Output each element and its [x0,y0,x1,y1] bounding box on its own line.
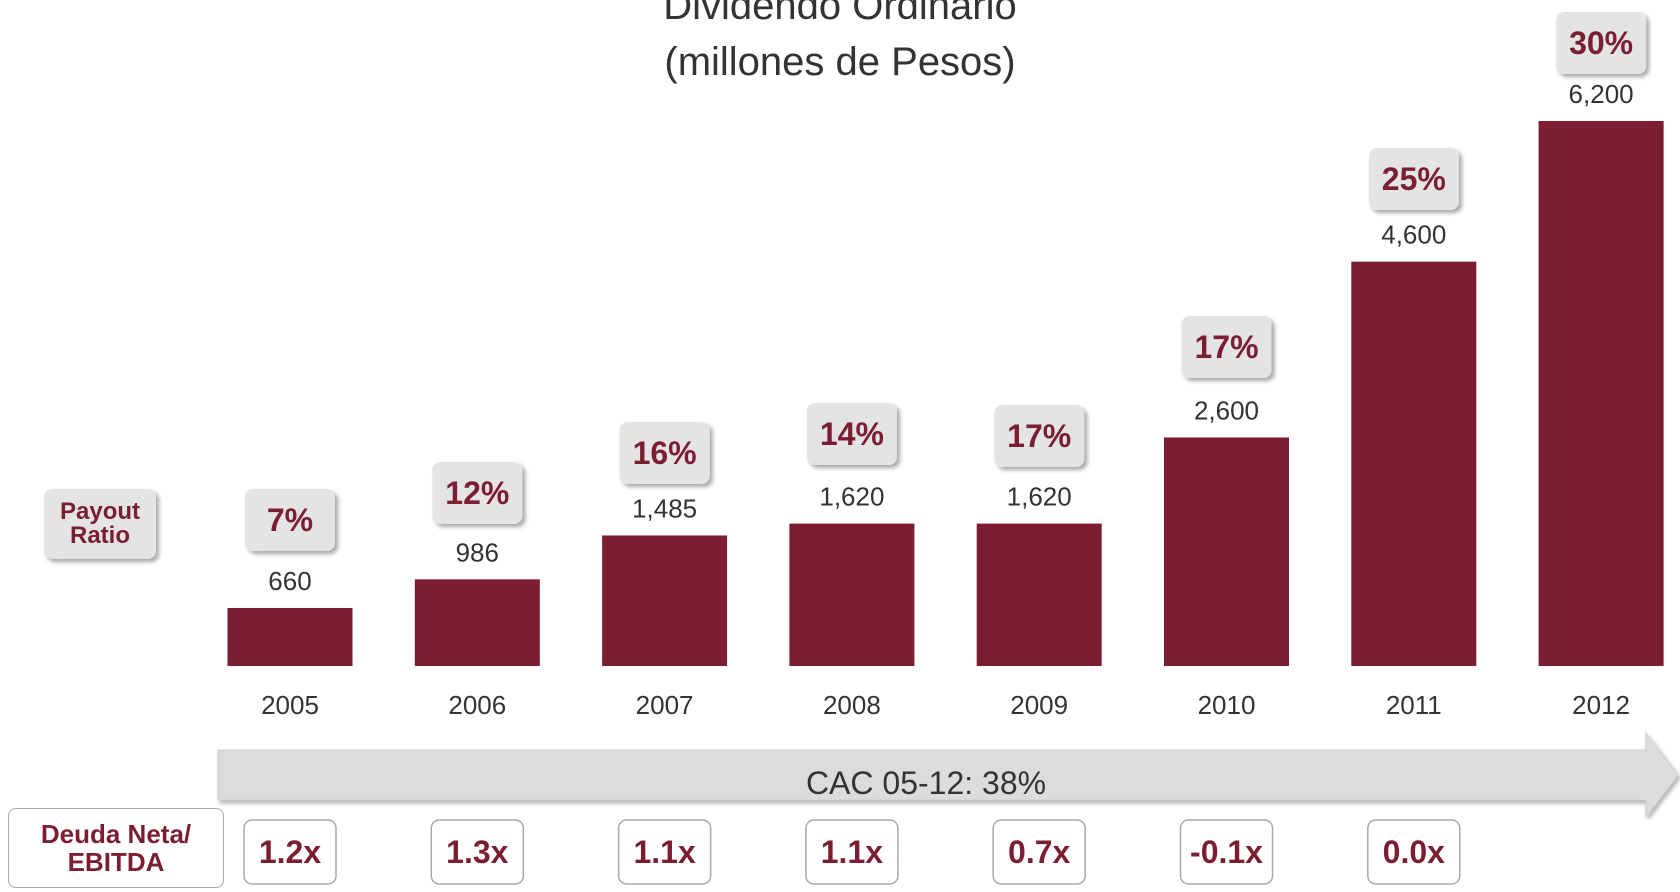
deuda-box-2005 [243,819,337,885]
value-label-2012: 6,200 [1569,79,1634,109]
payout-value-2005: 7% [267,502,313,538]
bar-2007 [602,535,728,666]
deuda-value-2009: 0.7x [1008,834,1070,870]
x-tick-label-2012: 2012 [1572,690,1630,720]
x-tick-label-2008: 2008 [823,690,881,720]
chart-title-line-2: (millones de Pesos) [664,40,1016,84]
payout-box-2006 [432,462,523,524]
bar-2008 [789,523,915,666]
payout-box-2007 [619,422,710,484]
bar-2010 [1164,437,1289,666]
x-tick-label-2010: 2010 [1198,690,1256,720]
payout-value-2011: 25% [1382,161,1446,197]
deuda-value-2007: 1.1x [633,834,695,870]
x-tick-label-2006: 2006 [448,690,506,720]
payout-value-2012: 30% [1569,25,1633,61]
value-label-2011: 4,600 [1381,220,1446,250]
deuda-box-2010 [1179,819,1274,885]
payout-value-2009: 17% [1007,418,1071,454]
deuda-box-2011 [1367,819,1461,885]
payout-box-2009 [994,405,1085,467]
x-tick-label-2007: 2007 [636,690,694,720]
payout-ratio-label: Payout Ratio [44,489,156,559]
bar-2009 [976,523,1102,666]
chart-title-line-1: Dividendo Ordinario [663,0,1017,28]
deuda-value-2011: 0.0x [1383,834,1445,870]
bar-2005 [227,607,353,666]
value-label-2005: 660 [268,566,311,596]
payout-box-2012 [1556,12,1647,74]
payout-value-2008: 14% [820,416,884,452]
payout-box-2005 [245,489,335,551]
value-label-2010: 2,600 [1194,395,1259,425]
value-label-2009: 1,620 [1007,482,1072,512]
bar-2006 [414,579,540,666]
cac-label: CAC 05-12: 38% [805,765,1047,801]
x-tick-label-2011: 2011 [1386,690,1442,720]
deuda-neta-ebitda-label: Deuda Neta/ EBITDA [8,808,224,888]
x-tick-label-2005: 2005 [261,690,319,720]
cac-arrow [217,731,1679,819]
bar-2012 [1538,121,1664,666]
deuda-value-2008: 1.1x [821,834,883,870]
value-label-2008: 1,620 [819,482,884,512]
value-label-2006: 986 [456,537,499,567]
payout-value-2010: 17% [1194,329,1258,365]
deuda-box-2007 [617,819,712,885]
payout-value-2007: 16% [633,435,697,471]
bar-2011 [1351,261,1477,666]
deuda-value-2006: 1.3x [446,834,508,870]
payout-value-2006: 12% [445,475,509,511]
deuda-value-2010: -0.1x [1190,834,1263,870]
payout-box-2008 [806,403,897,465]
x-tick-label-2009: 2009 [1010,690,1068,720]
deuda-box-2009 [992,819,1086,885]
deuda-box-2008 [805,819,899,885]
payout-box-2011 [1368,148,1459,210]
payout-box-2010 [1181,316,1272,378]
value-label-2007: 1,485 [632,493,697,523]
deuda-box-2006 [430,819,525,885]
deuda-value-2005: 1.2x [259,834,321,870]
